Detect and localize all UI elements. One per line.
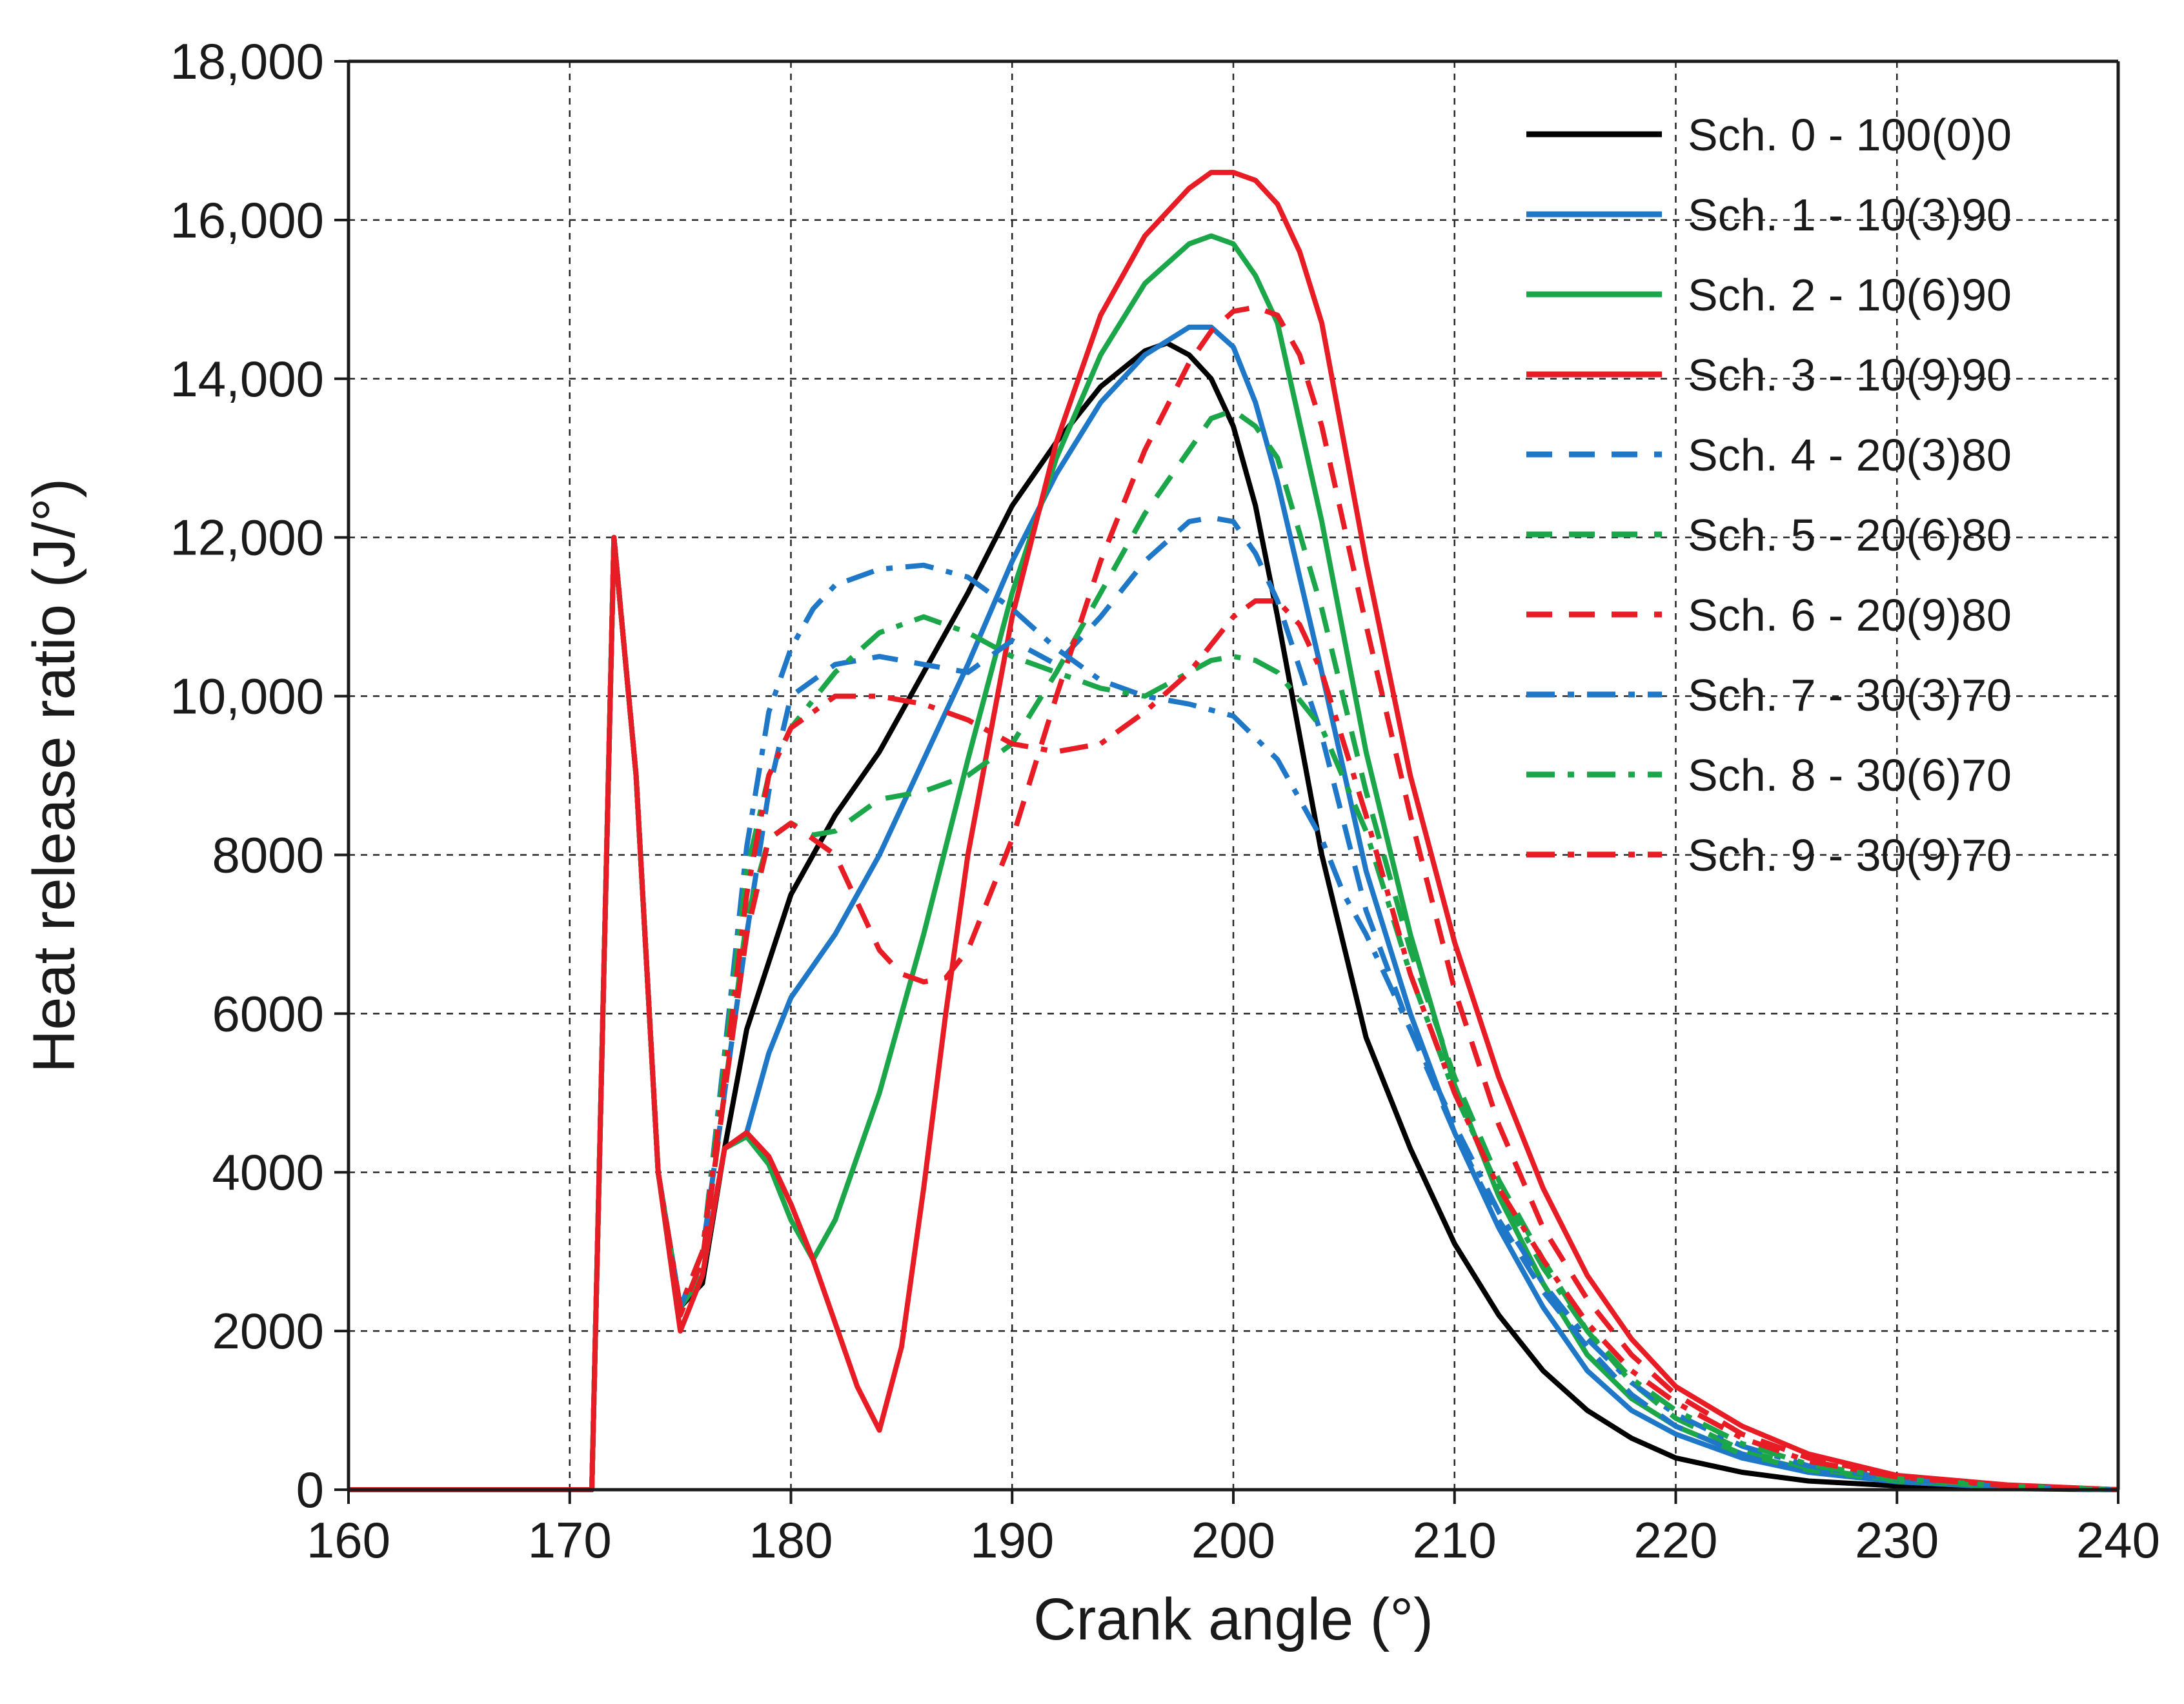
x-tick-label-210: 210 [1413, 1512, 1497, 1568]
legend: Sch. 0 - 100(0)0 Sch. 1 - 10(3)90 Sch. 2 -… [1526, 110, 2012, 880]
x-tick-label-220: 220 [1633, 1512, 1717, 1568]
tick-labels: 160 170 180 190 200 210 220 230 240 0 2000 4000 6000… [170, 33, 2160, 1568]
series-line-sch-6 [349, 305, 2119, 1492]
legend-label-sch-0: Sch. 0 - 100(0)0 [1688, 110, 2012, 160]
legend-label-sch-6: Sch. 6 - 20(9)80 [1688, 590, 2012, 640]
y-axis-title: Heat release ratio (J/°) [21, 478, 87, 1073]
x-tick-label-230: 230 [1855, 1512, 1939, 1568]
legend-label-sch-3: Sch. 3 - 10(9)90 [1688, 350, 2012, 400]
legend-label-sch-7: Sch. 7 - 30(3)70 [1688, 670, 2012, 720]
x-tick-label-180: 180 [749, 1512, 833, 1568]
legend-label-sch-8: Sch. 8 - 30(6)70 [1688, 750, 2012, 800]
x-tick-label-190: 190 [970, 1512, 1054, 1568]
axes [334, 59, 2120, 1504]
x-tick-label-200: 200 [1191, 1512, 1275, 1568]
y-tick-label-0: 0 [296, 1461, 324, 1518]
y-tick-label-16000: 16,000 [170, 192, 324, 249]
y-tick-label-14000: 14,000 [170, 350, 324, 407]
x-tick-label-160: 160 [307, 1512, 390, 1568]
grid [349, 60, 2118, 1490]
legend-label-sch-5: Sch. 5 - 20(6)80 [1688, 510, 2012, 560]
y-tick-label-12000: 12,000 [170, 509, 324, 566]
legend-label-sch-2: Sch. 2 - 10(6)90 [1688, 270, 2012, 320]
y-tick-label-6000: 6000 [212, 985, 324, 1042]
series-line-sch-3 [349, 170, 2119, 1492]
y-tick-label-2000: 2000 [212, 1303, 324, 1359]
y-tick-label-10000: 10,000 [170, 668, 324, 725]
legend-label-sch-4: Sch. 4 - 20(3)80 [1688, 430, 2012, 480]
series-lines [349, 170, 2119, 1492]
y-tick-label-4000: 4000 [212, 1144, 324, 1201]
x-axis-title: Crank angle (°) [1033, 1587, 1433, 1652]
series-line-sch-9 [349, 534, 2119, 1492]
x-tick-label-240: 240 [2076, 1512, 2160, 1568]
y-tick-label-8000: 8000 [212, 826, 324, 883]
legend-label-sch-9: Sch. 9 - 30(9)70 [1688, 830, 2012, 880]
y-tick-label-18000: 18,000 [170, 33, 324, 90]
legend-label-sch-1: Sch. 1 - 10(3)90 [1688, 190, 2012, 240]
x-tick-label-170: 170 [528, 1512, 612, 1568]
